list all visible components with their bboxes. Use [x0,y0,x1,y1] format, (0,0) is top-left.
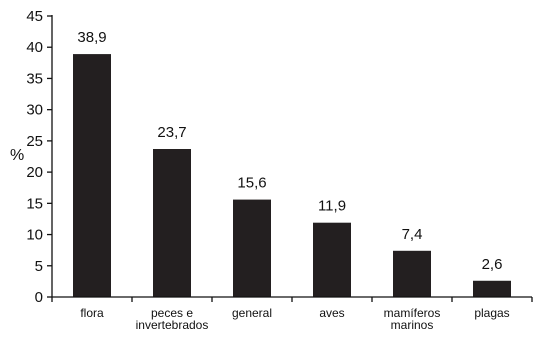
x-tick-label: plagas [474,306,509,320]
x-tick-label: flora [80,306,104,320]
bar [73,54,111,297]
bars: 38,9 23,7 15,6 11,9 7,4 2,6 [73,29,511,297]
y-tick-label: 25 [26,133,43,150]
y-tick-label: 5 [35,258,43,275]
data-label: 23,7 [157,124,186,141]
x-tick-label: general [232,306,272,320]
bar [153,149,191,297]
y-tick-label: 10 [26,227,43,244]
bar [393,250,431,297]
y-axis: 0 5 10 15 20 25 30 35 40 45 [26,8,53,306]
x-tick-label: mamíferos marinos [384,306,441,332]
y-tick-label: 0 [35,289,43,306]
data-label: 15,6 [237,175,266,192]
y-tick-label: 45 [26,8,43,25]
data-label: 38,9 [77,29,106,46]
y-tick-label: 15 [26,195,43,212]
data-label: 2,6 [482,256,503,273]
y-tick-label: 35 [26,70,43,87]
x-tick-label: aves [319,306,344,320]
x-axis: flora peces e invertebrados general aves mamí… [51,296,533,332]
bar [473,280,511,297]
y-axis-label: % [10,147,24,164]
y-tick-label: 20 [26,164,43,181]
y-tick-label: 40 [26,39,43,56]
data-label: 7,4 [402,226,423,243]
y-tick-label: 30 [26,102,43,119]
x-tick-label: peces e invertebrados [136,306,209,332]
bar [313,222,351,297]
bar [233,199,271,297]
data-label: 11,9 [318,198,346,215]
